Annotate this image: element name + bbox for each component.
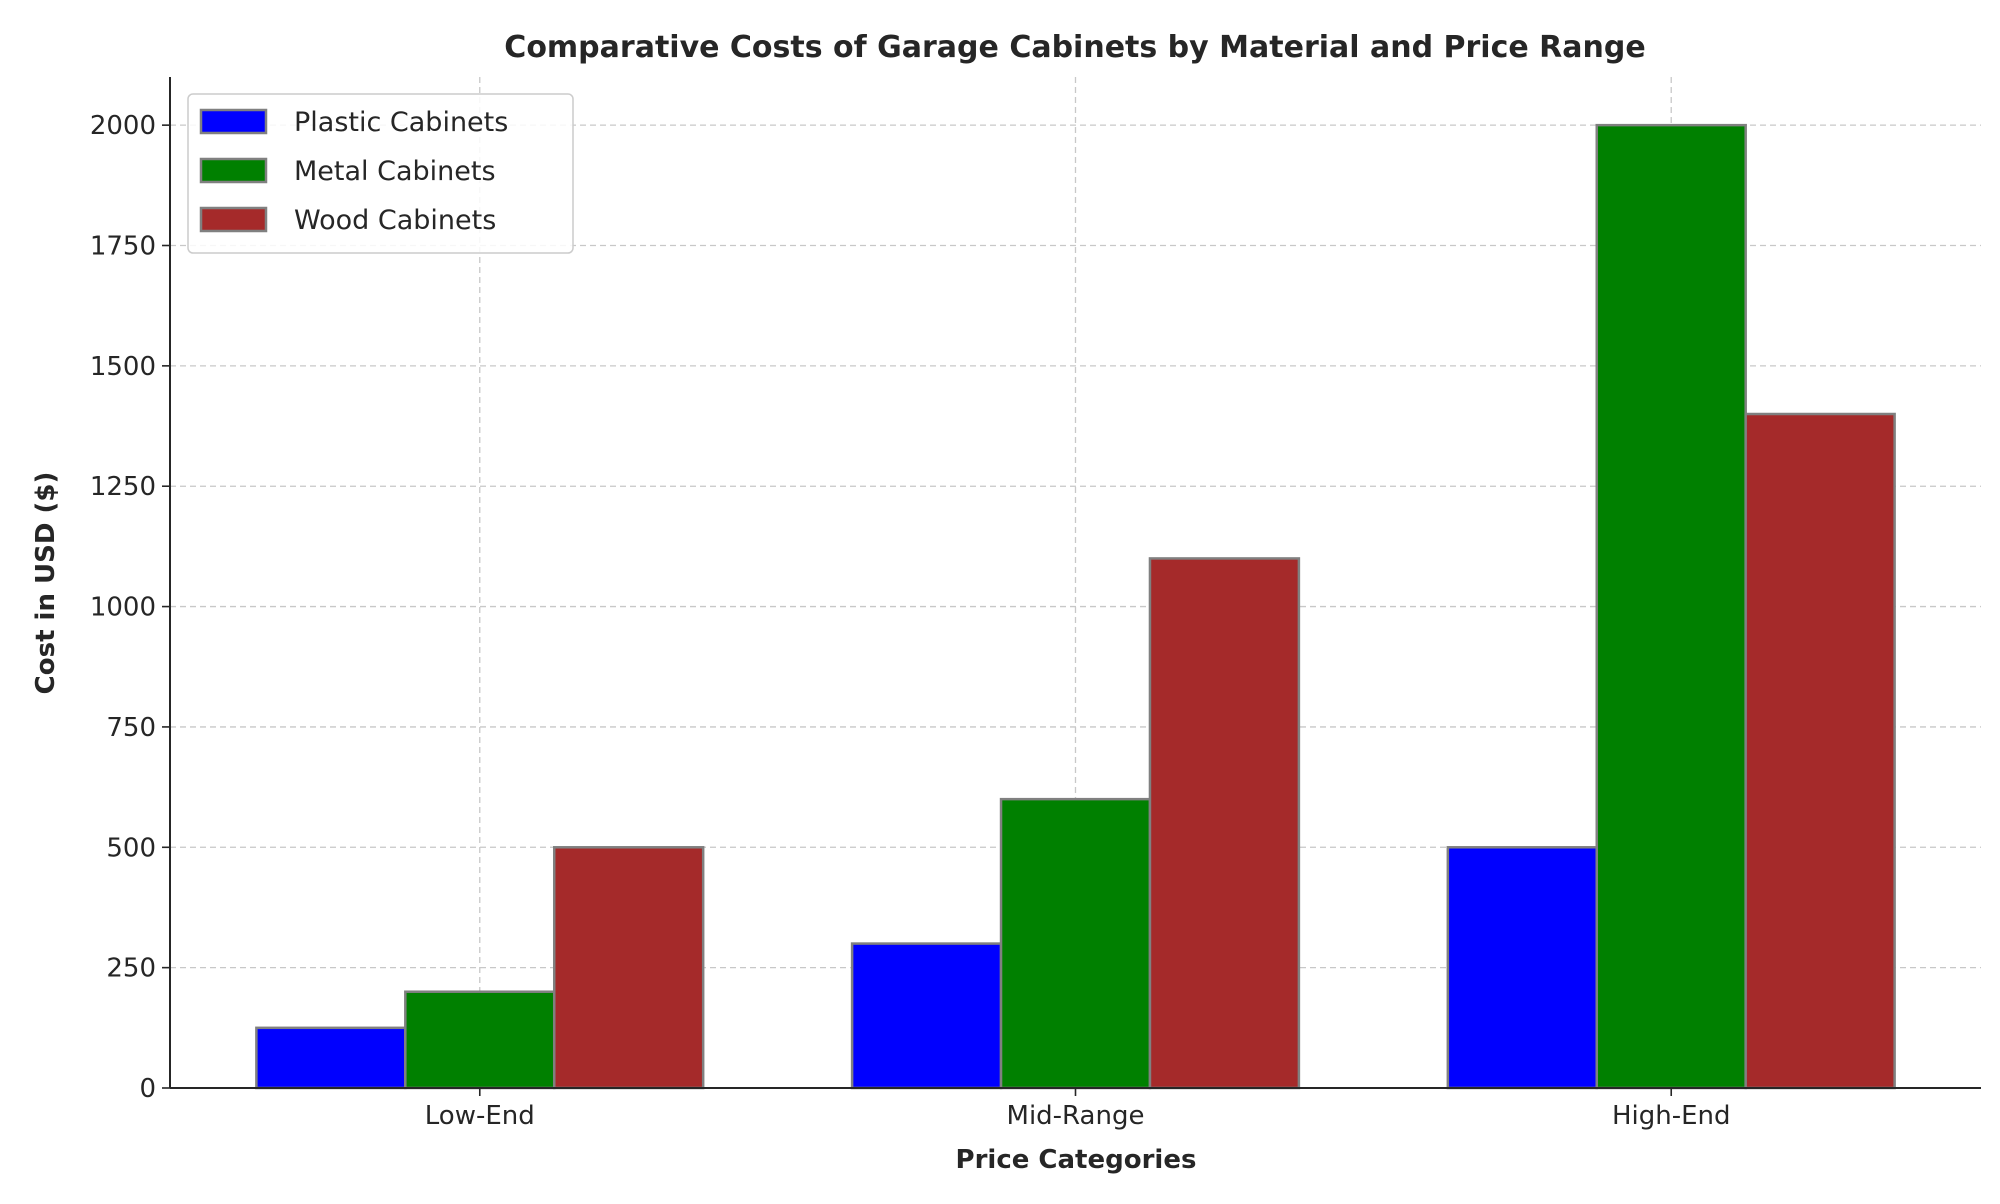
y-tick-label: 1500 — [90, 352, 156, 382]
legend-swatch — [199, 157, 268, 184]
y-tick-label: 1250 — [90, 472, 156, 502]
y-tick-label: 0 — [139, 1074, 156, 1104]
y-tick-label: 1000 — [90, 593, 156, 623]
legend: Plastic Cabinets Metal Cabinets Wood Cabin… — [187, 93, 574, 254]
bar-wood-cabinets — [552, 846, 705, 1090]
y-tick-label: 2000 — [90, 111, 156, 141]
legend-swatch — [199, 206, 268, 233]
bar-metal-cabinets — [1595, 123, 1747, 1090]
legend-swatch — [199, 108, 268, 135]
chart-title: Comparative Costs of Garage Cabinets by … — [504, 30, 1645, 65]
x-tick-label: Low-End — [425, 1101, 535, 1131]
bar-plastic-cabinets — [255, 1026, 407, 1090]
x-tick-label: Mid-Range — [1007, 1101, 1145, 1131]
legend-label: Metal Cabinets — [294, 156, 496, 187]
x-axis-label: Price Categories — [956, 1145, 1197, 1175]
y-axis-label: Cost in USD ($) — [31, 472, 61, 695]
bar-wood-cabinets — [1744, 412, 1896, 1090]
x-tick-label: High-End — [1612, 1101, 1731, 1131]
legend-frame — [187, 93, 574, 254]
y-tick-label: 750 — [106, 713, 156, 743]
y-ticks: 0 250 500 750 1000 1250 1500 1750 2000 — [90, 111, 170, 1104]
bar-wood-cabinets — [1148, 557, 1301, 1090]
bar-plastic-cabinets — [850, 942, 1003, 1090]
x-ticks: Low-End Mid-Range High-End — [425, 1088, 1731, 1131]
bar-metal-cabinets — [404, 990, 556, 1090]
legend-label: Plastic Cabinets — [294, 107, 508, 138]
y-tick-label: 500 — [106, 833, 156, 863]
bars — [255, 123, 1896, 1090]
bar-metal-cabinets — [999, 797, 1152, 1090]
bar-plastic-cabinets — [1446, 846, 1599, 1090]
legend-label: Wood Cabinets — [294, 205, 496, 236]
y-tick-label: 250 — [106, 954, 156, 984]
y-tick-label: 1750 — [90, 232, 156, 262]
